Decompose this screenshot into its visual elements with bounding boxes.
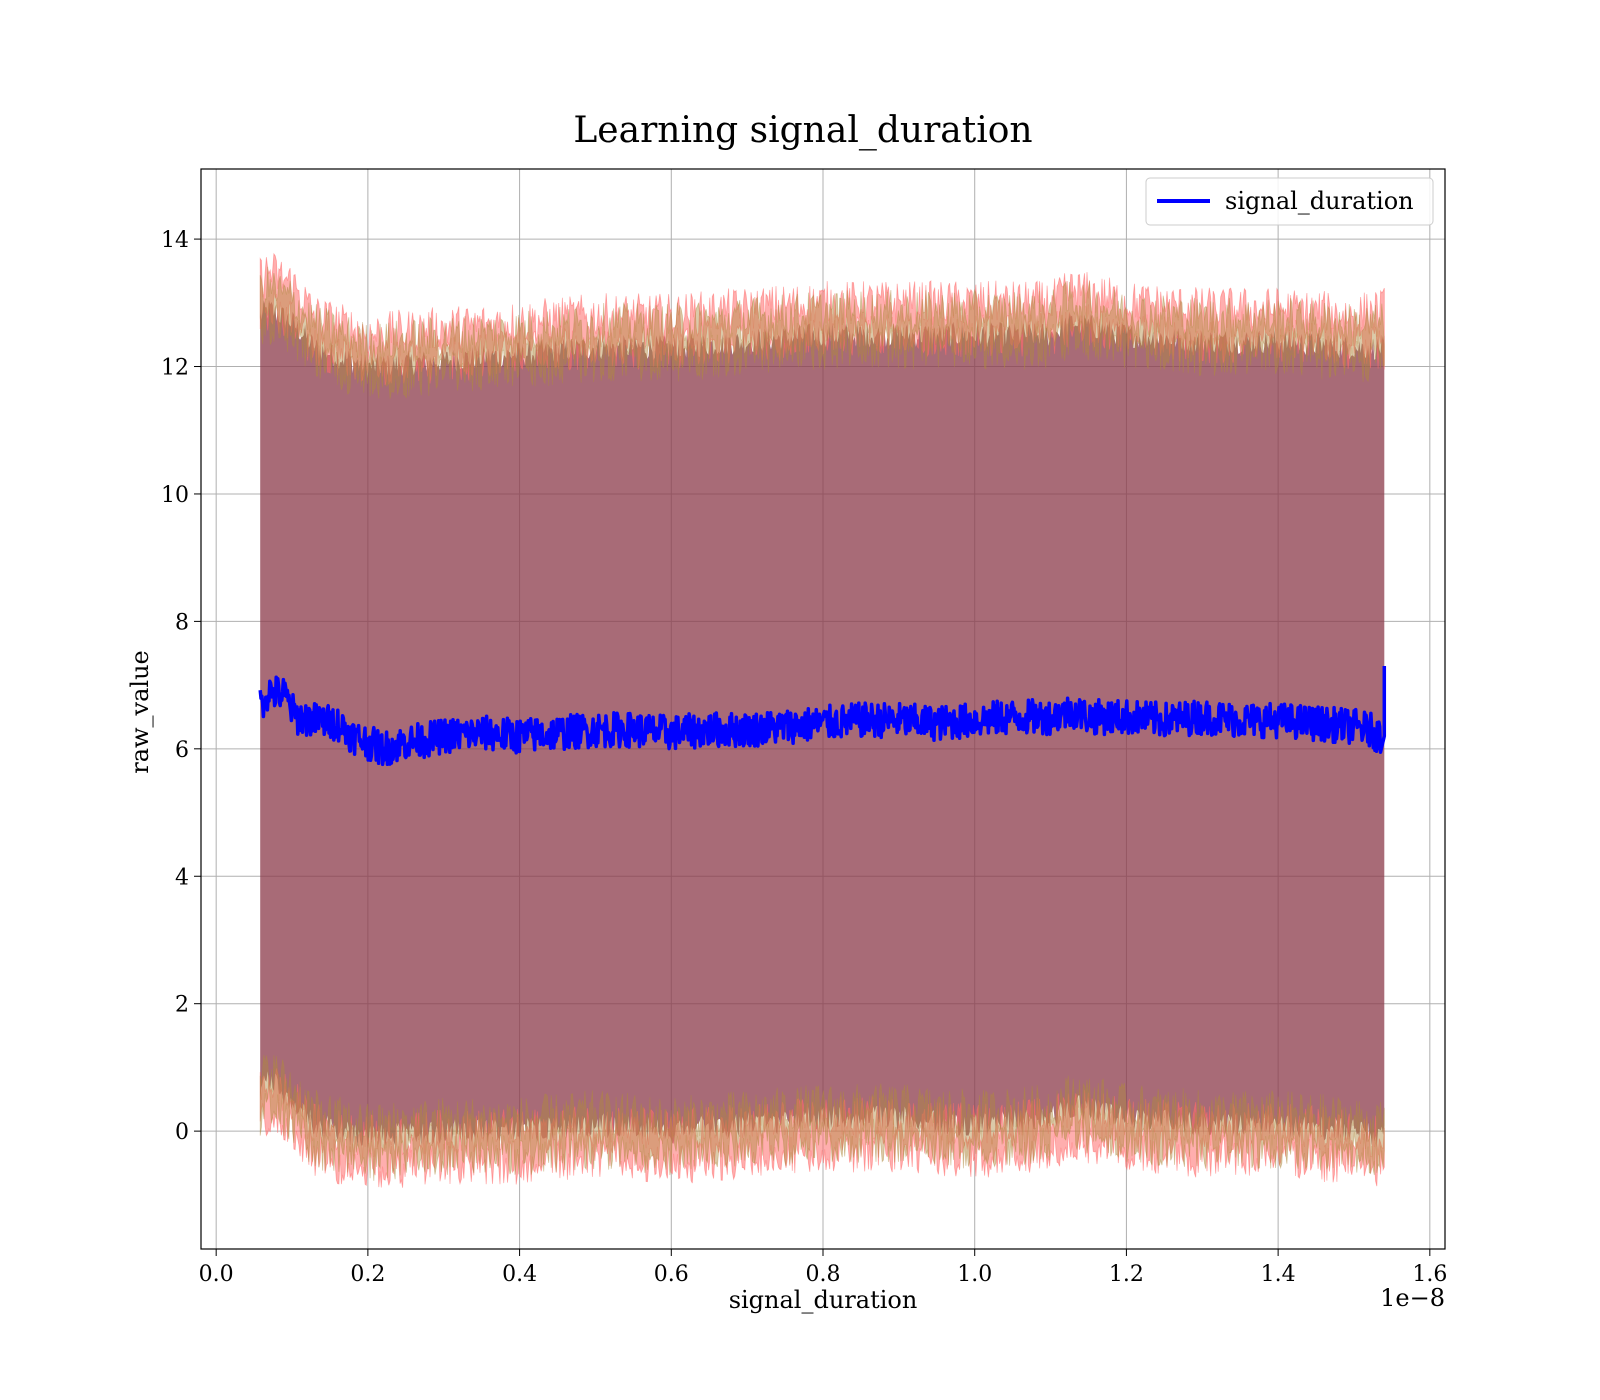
confidence-band bbox=[259, 252, 1385, 1188]
x-tick-label: 0.8 bbox=[806, 1262, 841, 1287]
band-lower-envelope bbox=[259, 1068, 1385, 1188]
y-tick-label: 2 bbox=[175, 993, 189, 1018]
y-tick-label: 4 bbox=[175, 865, 189, 890]
x-tick-label: 0.2 bbox=[350, 1262, 385, 1287]
y-tick-label: 14 bbox=[161, 228, 189, 253]
x-tick-label: 1.4 bbox=[1261, 1262, 1296, 1287]
y-tick-label: 8 bbox=[175, 610, 189, 635]
chart-title: Learning signal_duration bbox=[573, 110, 1032, 151]
y-tick-label: 12 bbox=[161, 356, 189, 381]
x-tick-label: 0.6 bbox=[654, 1262, 689, 1287]
y-axis-label: raw_value bbox=[126, 650, 154, 774]
x-tick-label: 1.6 bbox=[1412, 1262, 1447, 1287]
x-axis-offset-label: 1e−8 bbox=[1380, 1284, 1445, 1312]
x-tick-label: 1.2 bbox=[1109, 1262, 1144, 1287]
band-fill bbox=[260, 299, 1385, 1150]
x-axis-label: signal_duration bbox=[729, 1286, 918, 1314]
legend: signal_duration bbox=[1145, 177, 1434, 226]
y-axis-ticks: 0 2 4 6 8 10 12 14 bbox=[161, 228, 201, 1145]
x-tick-label: 0.4 bbox=[502, 1262, 537, 1287]
x-axis-ticks: 0.0 0.2 0.4 0.6 0.8 1.0 1.2 1.4 1.6 bbox=[199, 1249, 1447, 1287]
band-lower-inner-envelope bbox=[259, 1054, 1385, 1181]
y-tick-label: 10 bbox=[161, 483, 189, 508]
x-tick-label: 0.0 bbox=[199, 1262, 234, 1287]
legend-box bbox=[1145, 177, 1434, 226]
band-upper-envelope bbox=[259, 252, 1385, 386]
series-layer bbox=[258, 666, 1387, 767]
y-tick-label: 6 bbox=[175, 738, 189, 763]
plot-area bbox=[200, 168, 1446, 1250]
series-line-signal-duration bbox=[258, 666, 1387, 767]
x-tick-label: 1.0 bbox=[957, 1262, 992, 1287]
band-upper-inner-envelope bbox=[259, 266, 1385, 399]
y-tick-label: 0 bbox=[175, 1120, 189, 1145]
legend-label-signal-duration: signal_duration bbox=[1225, 187, 1414, 215]
